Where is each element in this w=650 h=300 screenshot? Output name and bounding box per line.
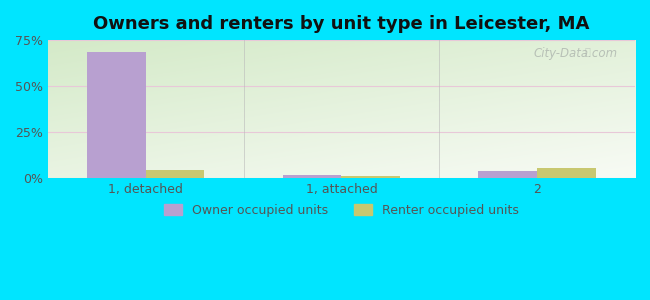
Bar — [146, 170, 205, 178]
Title: Owners and renters by unit type in Leicester, MA: Owners and renters by unit type in Leice… — [93, 15, 590, 33]
Bar — [537, 168, 596, 178]
Bar — [87, 52, 146, 178]
Legend: Owner occupied units, Renter occupied units: Owner occupied units, Renter occupied un… — [159, 199, 524, 221]
Text: City-Data.com: City-Data.com — [533, 47, 618, 60]
Bar — [478, 171, 537, 178]
Bar — [341, 176, 400, 178]
Text: 🔍: 🔍 — [584, 46, 590, 56]
Bar — [283, 175, 341, 178]
